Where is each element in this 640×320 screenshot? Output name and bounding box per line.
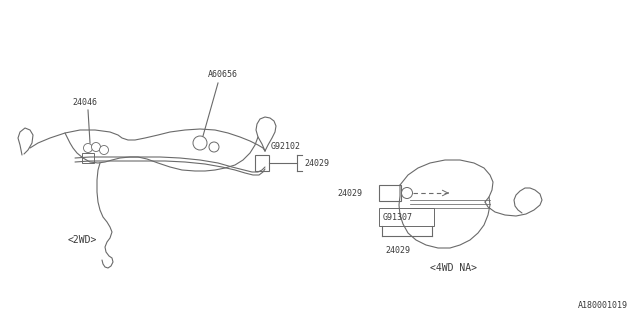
Text: G91307: G91307 (383, 212, 413, 221)
Text: 24029: 24029 (385, 246, 410, 255)
Text: A60656: A60656 (208, 70, 238, 79)
Circle shape (92, 142, 100, 151)
Circle shape (83, 143, 93, 153)
Bar (255, 155, 269, 171)
Text: A180001019: A180001019 (578, 301, 628, 310)
Bar (379, 208, 434, 226)
Circle shape (193, 136, 207, 150)
Circle shape (99, 146, 109, 155)
Circle shape (401, 188, 413, 198)
Text: 24029: 24029 (337, 188, 362, 197)
Circle shape (209, 142, 219, 152)
Text: <2WD>: <2WD> (68, 235, 97, 245)
Bar (82, 153, 94, 163)
Text: G92102: G92102 (271, 142, 301, 151)
Text: 24029: 24029 (304, 158, 329, 167)
Bar (379, 185, 401, 201)
Text: 24046: 24046 (72, 98, 97, 107)
Text: <4WD NA>: <4WD NA> (430, 263, 477, 273)
